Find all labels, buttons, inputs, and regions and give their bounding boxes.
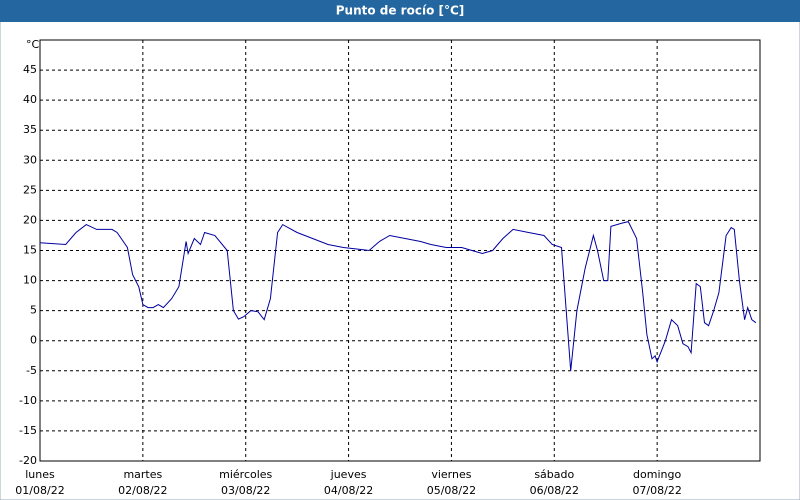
y-tick-label: 35 [23,123,37,136]
y-tick-label: -20 [19,454,37,467]
y-tick-label: 30 [23,153,37,166]
x-tick-date: 06/08/22 [530,484,579,497]
x-tick-label: sábado [534,468,574,481]
chart-title: Punto de rocío [°C] [336,4,465,18]
y-tick-label: 40 [23,93,37,106]
x-tick-label: domingo [633,468,681,481]
data-line [39,221,757,371]
y-tick-label: 45 [23,63,37,76]
x-tick-date: 03/08/22 [221,484,270,497]
y-tick-label: 10 [23,274,37,287]
x-tick-date: 05/08/22 [427,484,476,497]
y-tick-label: -10 [19,394,37,407]
y-tick-label: 25 [23,183,37,196]
x-tick-date: 07/08/22 [632,484,681,497]
x-tick-date: 01/08/22 [15,484,64,497]
x-tick-label: viernes [431,468,471,481]
x-tick-label: lunes [25,468,55,481]
y-axis-label: °C [26,38,40,51]
y-tick-label: -5 [26,364,37,377]
y-tick-label: 5 [30,304,37,317]
y-tick-label: -15 [19,424,37,437]
x-tick-label: martes [123,468,162,481]
x-tick-date: 04/08/22 [324,484,373,497]
title-bar [0,0,800,22]
y-tick-label: 15 [23,244,37,257]
x-tick-label: miércoles [219,468,272,481]
x-tick-label: jueves [330,468,367,481]
y-tick-label: 0 [30,334,37,347]
x-tick-date: 02/08/22 [118,484,167,497]
y-tick-label: 20 [23,213,37,226]
